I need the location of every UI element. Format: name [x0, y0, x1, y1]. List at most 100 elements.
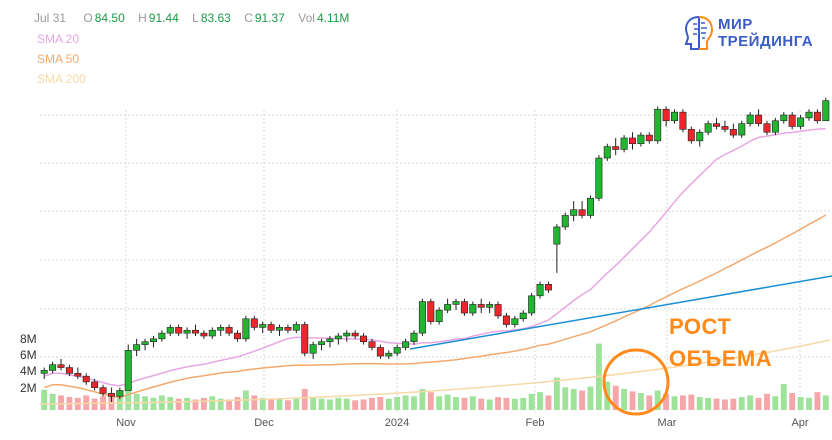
volume-tick-label: 8M [20, 332, 37, 346]
candle-down [629, 137, 636, 145]
candle-down [502, 315, 510, 325]
logo-text-line1: МИР [718, 16, 753, 33]
volume-bar [545, 395, 552, 410]
candle-down [679, 111, 687, 130]
candle-down [713, 123, 721, 127]
candle-up [158, 332, 166, 340]
legend-sma200[interactable]: SMA 200 [37, 72, 86, 86]
candle-up [603, 146, 611, 159]
volume-bar [679, 395, 686, 410]
candle-up [452, 301, 460, 305]
candle-down [57, 364, 65, 368]
volume-bar [806, 397, 812, 410]
volume-bar [49, 393, 56, 410]
volume-bar [495, 397, 501, 410]
candle-down [729, 129, 737, 136]
volume-bar [587, 386, 594, 410]
volume-highlight-circle [602, 348, 670, 416]
volume-bar [478, 398, 485, 410]
volume-bar [150, 397, 157, 410]
volume-bar [301, 388, 308, 410]
candle-down [250, 318, 258, 328]
candle-up [570, 209, 578, 216]
candle-up [620, 137, 628, 150]
candle-up [797, 117, 805, 127]
candle-up [805, 111, 813, 119]
volume-bar [444, 394, 451, 410]
candle-up [696, 131, 704, 142]
volume-tick-label: 2M [20, 381, 37, 395]
candle-up [124, 350, 132, 391]
candle-up [326, 338, 334, 343]
volume-bar [688, 394, 695, 410]
volume-bar [637, 392, 644, 410]
legend-sma50[interactable]: SMA 50 [37, 52, 80, 66]
x-tick-label: Feb [526, 417, 545, 429]
volume-bar [175, 398, 182, 410]
candle-up [486, 304, 494, 308]
candle-down [494, 304, 502, 317]
volume-bar [91, 398, 98, 410]
volume-bar [327, 399, 333, 410]
volume-bar [335, 397, 342, 410]
candle-up [242, 318, 250, 340]
volume-bar [402, 395, 409, 410]
candle-down [755, 114, 763, 124]
volume-bar [705, 397, 712, 410]
x-tick-label: Nov [116, 417, 136, 429]
volume-bar [747, 395, 754, 410]
candle-up [738, 123, 746, 136]
legend-date: Jul 31 [34, 11, 67, 25]
volume-bar [385, 398, 392, 410]
volume-bar [570, 388, 577, 410]
volume-bar [83, 395, 90, 410]
volume-bar [217, 398, 224, 410]
volume-bar [789, 392, 796, 410]
volume-bar [352, 400, 359, 410]
brain-head-icon [684, 15, 714, 50]
candle-up [49, 364, 57, 371]
candle-down [427, 301, 435, 322]
volume-bar [780, 384, 787, 410]
volume-bar [58, 395, 64, 410]
volume-bar [251, 395, 258, 410]
volume-bar [427, 392, 434, 410]
volume-bar [436, 396, 443, 410]
volume-bar [713, 398, 720, 410]
candle-down [351, 332, 359, 337]
brand-logo: МИР ТРЕЙДИНГА [684, 14, 814, 52]
legend-low-key: L [192, 11, 199, 25]
candle-down [91, 381, 99, 388]
candle-up [133, 344, 141, 351]
candle-up [343, 332, 351, 337]
candle-down [99, 387, 107, 394]
candle-down [813, 111, 821, 122]
volume-bar [612, 385, 619, 410]
candle-up [309, 344, 317, 354]
candle-down [578, 209, 586, 216]
volume-bar [234, 397, 241, 410]
candle-up [435, 309, 443, 322]
volume-bar [722, 399, 728, 410]
candle-up [393, 347, 401, 354]
candle-up [208, 329, 216, 337]
candle-up [259, 324, 267, 328]
sma20-line [43, 127, 826, 387]
volume-bar [284, 400, 291, 410]
volume-bar [394, 397, 401, 410]
candle-down [687, 129, 695, 142]
candle-up [292, 324, 300, 331]
candle-up [410, 332, 418, 343]
candle-up [116, 390, 124, 397]
volume-bar [537, 392, 543, 410]
volume-bar [511, 398, 518, 410]
volume-tick-label: 6M [20, 348, 37, 362]
candle-down [788, 114, 796, 127]
volume-bar [621, 388, 628, 410]
legend-volume-value: 4.11M [316, 11, 350, 25]
legend-sma20[interactable]: SMA 20 [37, 32, 80, 46]
candle-up [511, 318, 519, 325]
candle-up [334, 335, 342, 340]
volume-bar [167, 397, 174, 410]
candle-up [276, 327, 284, 331]
